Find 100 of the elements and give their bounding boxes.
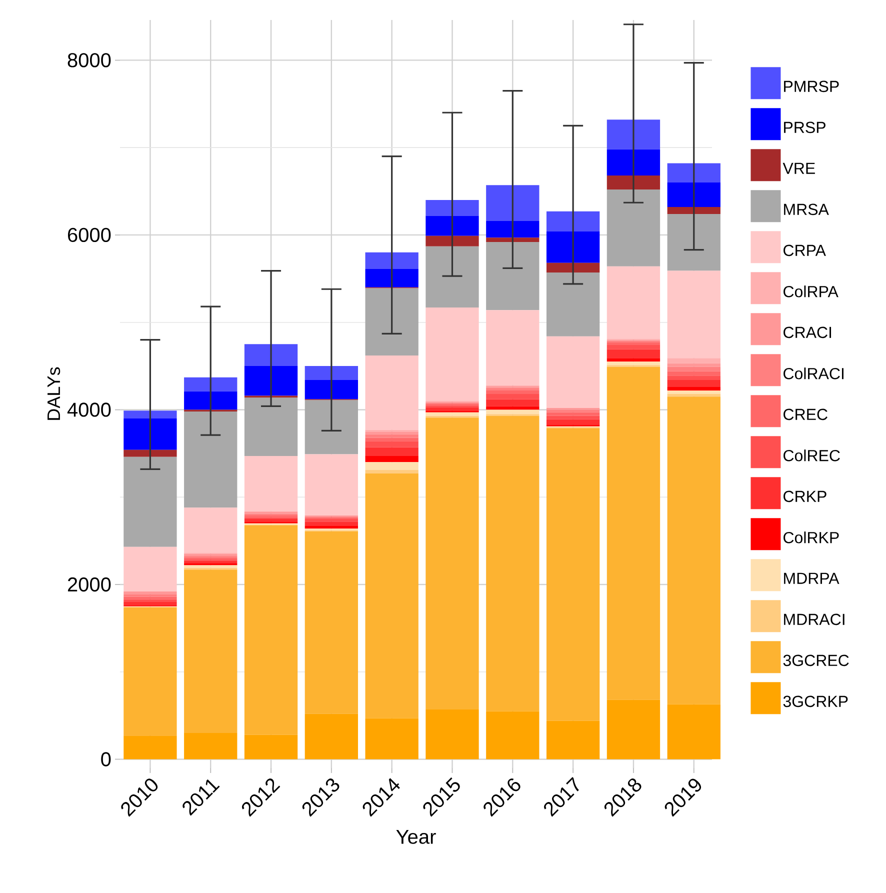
bar (486, 220, 540, 238)
bar (244, 734, 298, 760)
bar (304, 380, 358, 400)
bar (244, 525, 298, 735)
bar (667, 366, 720, 372)
bar (606, 349, 660, 358)
bar (304, 522, 358, 526)
bar (426, 216, 479, 236)
bar (486, 416, 540, 712)
bar (546, 211, 600, 232)
bar (486, 406, 540, 410)
legend-label: CRACI (784, 326, 832, 338)
bar (546, 410, 600, 412)
bar (244, 456, 298, 512)
bar (426, 412, 479, 416)
bar (667, 358, 720, 364)
bar (546, 720, 600, 760)
bar (244, 344, 298, 366)
bar (365, 462, 418, 470)
bar (124, 591, 177, 594)
bar (546, 336, 600, 408)
bar (124, 736, 177, 760)
y-tick-label: 4000 (67, 402, 111, 417)
legend-label: 3GCREC (783, 654, 849, 666)
bar (124, 607, 177, 736)
bar (365, 474, 418, 718)
bar (124, 410, 177, 418)
bar (606, 700, 660, 760)
bar (304, 400, 358, 454)
bar (667, 270, 720, 358)
bar (426, 418, 479, 710)
bar (184, 377, 238, 392)
bar (546, 272, 600, 336)
bar (304, 526, 358, 529)
bar (546, 419, 600, 425)
bar (486, 711, 540, 760)
bar (365, 718, 418, 760)
bar (667, 390, 720, 394)
bar (546, 262, 600, 273)
bar (124, 450, 177, 457)
bar (546, 416, 600, 420)
bar (124, 602, 177, 606)
bar (546, 412, 600, 416)
bar (244, 518, 298, 522)
bar (606, 266, 660, 339)
bar (304, 454, 358, 516)
bar (486, 242, 540, 310)
legend-label: CRKP (784, 490, 826, 502)
legend-label: ColRKP (784, 532, 839, 544)
bar (667, 371, 720, 376)
bar (606, 358, 660, 362)
bar (365, 432, 418, 434)
bar (606, 120, 660, 150)
bar (304, 518, 358, 522)
bar (667, 380, 720, 388)
bar (365, 456, 418, 462)
bar (184, 391, 238, 410)
bar (184, 565, 238, 568)
legend-label: MDRPA (784, 572, 840, 584)
bar (124, 594, 177, 597)
bar (667, 214, 720, 271)
bar (184, 733, 238, 760)
bar (606, 345, 660, 350)
bar (486, 399, 540, 406)
bar (184, 411, 238, 508)
bar (606, 362, 660, 366)
bar (124, 456, 177, 547)
bar (426, 200, 479, 216)
legend-label: MDRACI (784, 614, 844, 626)
bar (667, 363, 720, 367)
legend-label: MRSA (784, 204, 829, 216)
bar (486, 394, 540, 400)
bar (486, 410, 540, 414)
legend-label: CRPA (784, 244, 826, 256)
bar (426, 709, 479, 760)
bar (426, 246, 479, 308)
bar (124, 599, 177, 602)
bar (304, 531, 358, 714)
bar (426, 407, 479, 411)
bar (124, 596, 177, 600)
legend-label: PMRSP (784, 80, 839, 92)
bar (124, 546, 177, 592)
legend-label: 3GCRKP (783, 696, 848, 708)
bar (667, 394, 720, 397)
bar (486, 310, 540, 386)
bar (184, 508, 238, 554)
bar (606, 149, 660, 176)
legend-label: VRE (782, 162, 815, 174)
x-axis-title: Year (396, 830, 436, 844)
bar (124, 418, 177, 450)
bar (365, 269, 418, 288)
bar (546, 428, 600, 721)
bar (667, 396, 720, 704)
bar (667, 163, 720, 183)
bar (426, 236, 479, 246)
y-tick-label: 8000 (68, 53, 111, 68)
bar (486, 238, 540, 242)
bar (486, 388, 540, 390)
bar (606, 190, 660, 266)
bar (304, 366, 358, 380)
